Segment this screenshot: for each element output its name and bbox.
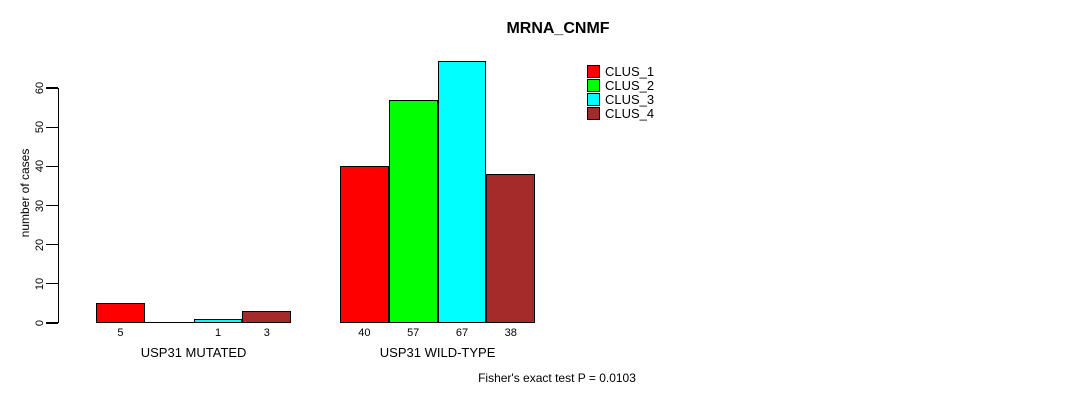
y-axis-line xyxy=(57,87,59,323)
y-tick-label-10: 10 xyxy=(34,277,46,290)
legend-item-clus-2: CLUS_2 xyxy=(587,79,654,92)
bar-value-label-clus-2-usp31-wild-type: 57 xyxy=(407,327,420,339)
legend-label-clus-2: CLUS_2 xyxy=(605,78,655,93)
bar-value-label-clus-1-usp31-wild-type: 40 xyxy=(358,327,371,339)
bar-clus-2-usp31-wild-type xyxy=(388,100,438,323)
bar-clus-3-usp31-mutated xyxy=(193,319,243,323)
y-tick-50 xyxy=(46,126,58,128)
bar-value-label-clus-1-usp31-mutated: 5 xyxy=(117,327,124,339)
y-tick-10 xyxy=(46,283,58,285)
legend-label-clus-3: CLUS_3 xyxy=(605,92,655,107)
y-tick-60 xyxy=(46,87,58,89)
legend-label-clus-1: CLUS_1 xyxy=(605,64,655,79)
y-tick-label-0: 0 xyxy=(34,319,46,327)
bar-value-label-clus-3-usp31-wild-type: 67 xyxy=(455,327,469,339)
bar-clus-1-usp31-mutated xyxy=(96,303,145,323)
bar-value-label-clus-4-usp31-wild-type: 38 xyxy=(504,327,517,339)
legend-item-clus-3: CLUS_3 xyxy=(587,93,654,106)
y-tick-0 xyxy=(46,322,58,324)
bar-value-label-clus-3-usp31-mutated: 1 xyxy=(214,327,222,339)
y-axis-label: number of cases xyxy=(18,148,32,238)
chart-title: MRNA_CNMF xyxy=(506,20,610,37)
legend-item-clus-4: CLUS_4 xyxy=(587,107,654,120)
bar-clus-3-usp31-wild-type xyxy=(437,61,487,323)
y-tick-label-40: 40 xyxy=(34,160,46,173)
annotation-text: Fisher's exact test P = 0.0103 xyxy=(478,371,636,385)
y-tick-label-30: 30 xyxy=(34,199,46,212)
bar-clus-1-usp31-wild-type xyxy=(340,166,389,323)
legend-swatch-clus-2-icon xyxy=(587,79,600,92)
legend-label-clus-4: CLUS_4 xyxy=(605,106,655,121)
bar-clus-4-usp31-mutated xyxy=(242,311,292,323)
legend: CLUS_1 CLUS_2 CLUS_3 CLUS_4 xyxy=(587,65,654,120)
y-tick-40 xyxy=(46,165,58,167)
bar-value-label-clus-4-usp31-mutated: 3 xyxy=(263,327,270,339)
bar-clus-4-usp31-wild-type xyxy=(486,174,536,323)
legend-swatch-clus-4-icon xyxy=(587,107,600,120)
legend-item-clus-1: CLUS_1 xyxy=(587,65,654,78)
bar-clus-2-usp31-mutated xyxy=(144,321,194,323)
x-category-label-mutated: USP31 MUTATED xyxy=(140,345,247,360)
y-tick-label-60: 60 xyxy=(34,81,46,95)
legend-swatch-clus-1-icon xyxy=(587,65,600,78)
y-tick-20 xyxy=(46,244,58,246)
legend-swatch-clus-3-icon xyxy=(587,93,600,106)
y-tick-label-50: 50 xyxy=(34,121,46,134)
x-category-label-wild-type: USP31 WILD-TYPE xyxy=(379,345,496,360)
y-tick-label-20: 20 xyxy=(34,238,46,251)
y-tick-30 xyxy=(46,204,58,207)
